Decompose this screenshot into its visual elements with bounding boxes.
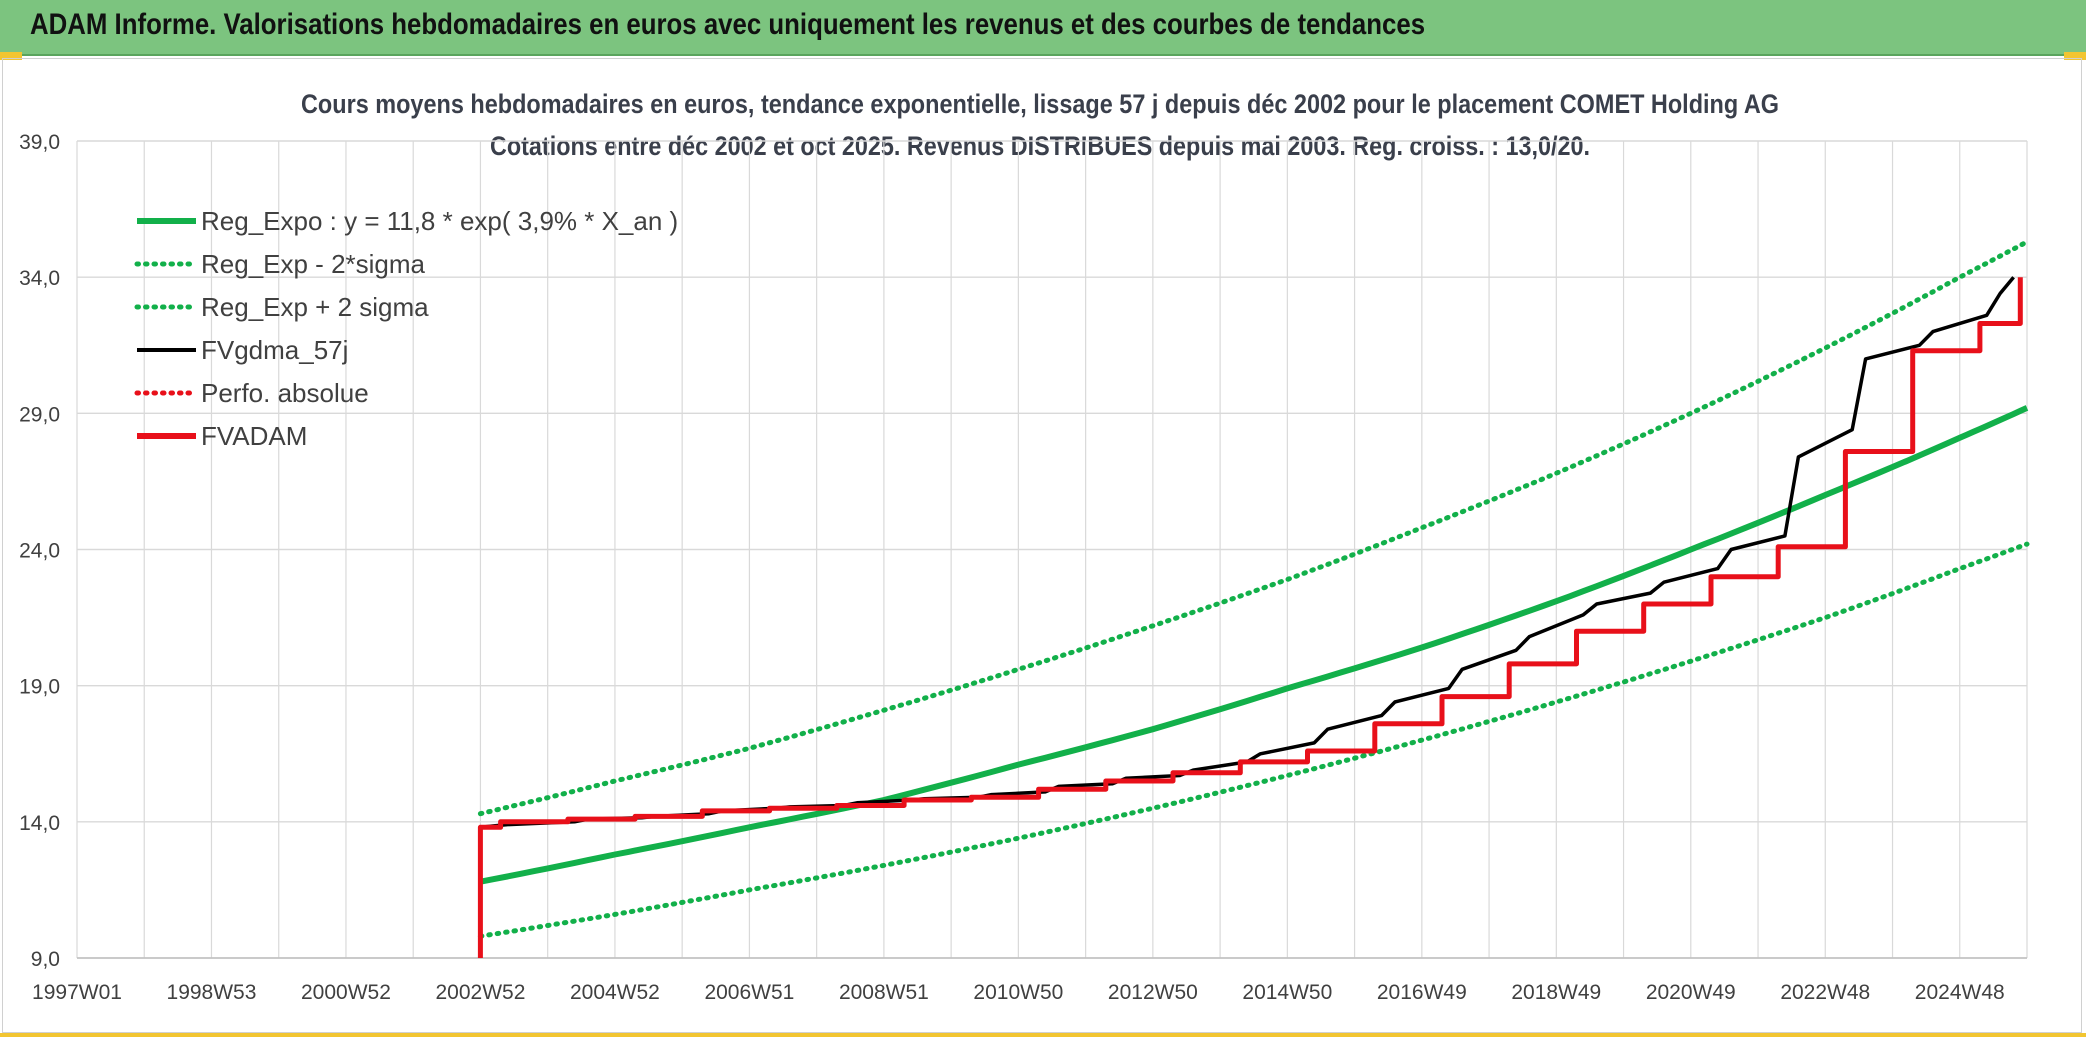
chart-title: Cours moyens hebdomadaires en euros, ten… (301, 89, 1779, 119)
x-tick-label: 2024W48 (1915, 981, 2005, 1004)
corner-accent-right (2064, 52, 2086, 60)
x-tick-label: 1998W53 (167, 981, 257, 1004)
series-group (477, 239, 2030, 958)
y-tick-label: 39,0 (19, 131, 60, 154)
chart-area-border (2, 58, 2082, 1033)
x-tick-label: 2002W52 (435, 981, 525, 1004)
series-line-5 (477, 277, 2023, 958)
x-tick-label: 2000W52 (301, 981, 391, 1004)
bottom-accent-bar (0, 1033, 2086, 1037)
horizontal-gridlines (77, 140, 2027, 959)
x-tick-label: 2006W51 (704, 981, 794, 1004)
report-title: ADAM Informe. Valorisations hebdomadaire… (30, 8, 1426, 41)
x-axis-ticks: 1997W01 1998W53 2000W52 2002W52 2004W52 2006W… (32, 981, 2005, 1004)
y-tick-label: 24,0 (19, 540, 60, 563)
corner-accent-left (0, 52, 22, 60)
chart-subtitle: Cotations entre déc 2002 et oct 2025. Re… (490, 131, 1590, 161)
x-tick-label: 2020W49 (1646, 981, 1736, 1004)
x-tick-label: 2014W50 (1242, 981, 1332, 1004)
series-line-3 (480, 276, 2015, 830)
y-tick-label: 19,0 (19, 676, 60, 699)
y-tick-label: 9,0 (31, 948, 60, 971)
x-tick-label: 2012W50 (1108, 981, 1198, 1004)
y-tick-label: 34,0 (19, 267, 60, 290)
legend-label: Reg_Expo : y = 11,8 * exp( 3,9% * X_an ) (201, 206, 678, 236)
report-banner: ADAM Informe. Valorisations hebdomadaire… (0, 0, 2086, 56)
legend-label: Perfo. absolue (201, 378, 369, 408)
x-tick-label: 2004W52 (570, 981, 660, 1004)
y-axis-ticks: 39,0 34,0 29,0 24,0 19,0 14,0 9,0 (19, 131, 60, 971)
x-tick-label: 2008W51 (839, 981, 929, 1004)
y-tick-label: 14,0 (19, 812, 60, 835)
x-tick-label: 2010W50 (973, 981, 1063, 1004)
x-tick-label: 2022W48 (1780, 981, 1870, 1004)
legend: Reg_Expo : y = 11,8 * exp( 3,9% * X_an )… (134, 206, 678, 451)
x-tick-label: 2018W49 (1511, 981, 1601, 1004)
x-tick-label: 1997W01 (32, 981, 122, 1004)
x-tick-label: 2016W49 (1377, 981, 1467, 1004)
y-tick-label: 29,0 (19, 403, 60, 426)
legend-label: FVADAM (201, 421, 307, 451)
series-line-1 (477, 541, 2030, 939)
legend-label: FVgdma_57j (201, 335, 348, 365)
series-line-2 (477, 239, 2030, 817)
legend-label: Reg_Exp + 2 sigma (201, 292, 429, 322)
legend-label: Reg_Exp - 2*sigma (201, 249, 426, 279)
series-line-0 (479, 405, 2029, 885)
